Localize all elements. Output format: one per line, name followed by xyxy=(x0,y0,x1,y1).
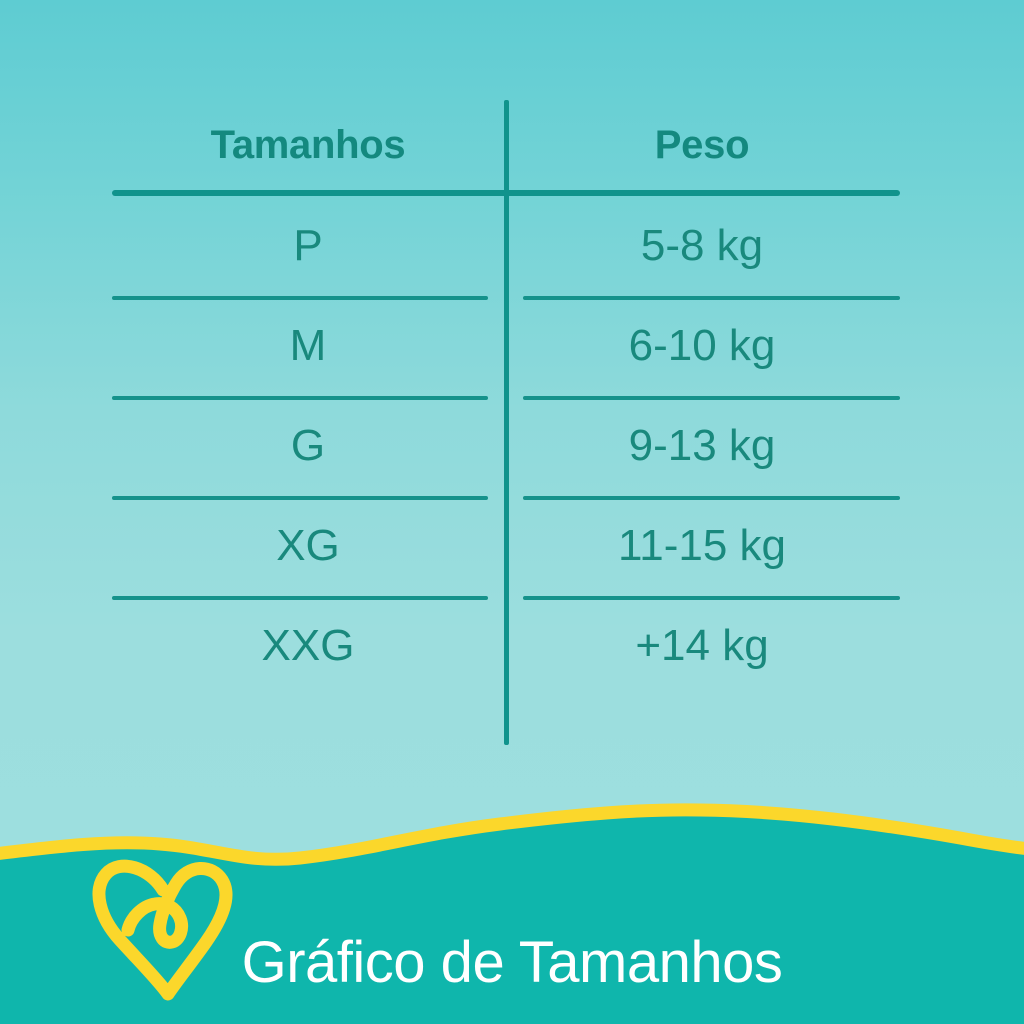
column-header-sizes: Tamanhos xyxy=(210,122,406,167)
row-divider-right xyxy=(523,296,900,300)
wave-divider xyxy=(0,803,1024,866)
table-row: XG 11-15 kg xyxy=(112,496,900,596)
table-body: P 5-8 kg M 6-10 kg G 9-13 kg XG 11-15 kg… xyxy=(112,196,900,696)
row-divider-right xyxy=(523,596,900,600)
row-divider-right xyxy=(523,396,900,400)
column-divider xyxy=(504,100,509,745)
cell-weight: 11-15 kg xyxy=(618,521,786,570)
cell-size: M xyxy=(289,321,327,370)
table-row: M 6-10 kg xyxy=(112,296,900,396)
size-table: Tamanhos Peso P 5-8 kg M 6-10 kg G 9-13 … xyxy=(112,100,900,745)
table-row: P 5-8 kg xyxy=(112,196,900,296)
wave-decoration-layer xyxy=(0,800,1024,1024)
row-divider-left xyxy=(112,596,488,600)
cell-size: XG xyxy=(276,521,340,570)
footer-band-shape xyxy=(0,813,1024,1024)
table-grid xyxy=(112,100,900,745)
header-underline xyxy=(112,190,900,196)
cell-size: P xyxy=(293,221,323,270)
heart-doodle-icon xyxy=(92,859,233,1001)
cell-size: XXG xyxy=(261,621,355,670)
row-divider-left xyxy=(112,296,488,300)
table-row: G 9-13 kg xyxy=(112,396,900,496)
column-header-weight: Peso xyxy=(654,122,750,167)
row-divider-right xyxy=(523,496,900,500)
row-divider-left xyxy=(112,496,488,500)
cell-weight: 9-13 kg xyxy=(628,421,776,470)
cell-size: G xyxy=(290,421,326,470)
cell-weight: 5-8 kg xyxy=(640,221,764,270)
cell-weight: +14 kg xyxy=(635,621,769,670)
cell-weight: 6-10 kg xyxy=(628,321,776,370)
table-row: XXG +14 kg xyxy=(112,596,900,696)
row-divider-left xyxy=(112,396,488,400)
table-header-row: Tamanhos Peso xyxy=(112,100,900,190)
